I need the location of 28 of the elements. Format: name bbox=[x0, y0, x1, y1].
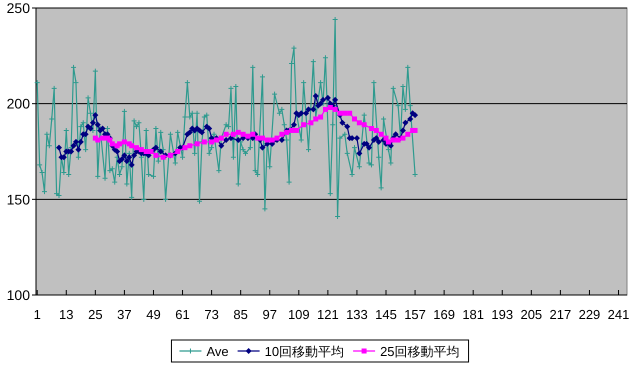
y-tick-label: 200 bbox=[6, 96, 30, 112]
x-tick-label: 229 bbox=[578, 307, 600, 322]
x-tick-label: 37 bbox=[117, 307, 132, 322]
x-tick-label: 169 bbox=[433, 307, 455, 322]
legend-label: 10回移動平均 bbox=[264, 344, 344, 359]
x-tick-label: 133 bbox=[346, 307, 368, 322]
x-tick-label: 181 bbox=[462, 307, 484, 322]
x-tick-label: 97 bbox=[262, 307, 277, 322]
x-tick-label: 121 bbox=[317, 307, 339, 322]
x-tick-label: 49 bbox=[146, 307, 161, 322]
legend-label: 25回移動平均 bbox=[380, 344, 460, 359]
legend-label: Ave bbox=[206, 344, 229, 359]
x-tick-label: 145 bbox=[375, 307, 397, 322]
x-tick-label: 109 bbox=[288, 307, 310, 322]
x-tick-label: 241 bbox=[608, 307, 630, 322]
x-tick-label: 25 bbox=[88, 307, 103, 322]
x-tick-label: 61 bbox=[175, 307, 190, 322]
x-tick-label: 13 bbox=[59, 307, 74, 322]
x-tick-label: 73 bbox=[204, 307, 219, 322]
x-tick-label: 205 bbox=[520, 307, 542, 322]
x-tick-label: 157 bbox=[404, 307, 426, 322]
x-tick-label: 1 bbox=[34, 307, 41, 322]
x-tick-label: 193 bbox=[491, 307, 514, 322]
x-tick-label: 85 bbox=[233, 307, 248, 322]
x-tick-label: 217 bbox=[550, 307, 572, 322]
y-tick-label: 250 bbox=[6, 0, 30, 16]
y-tick-label: 150 bbox=[6, 191, 30, 208]
y-tick-label: 100 bbox=[6, 287, 30, 303]
